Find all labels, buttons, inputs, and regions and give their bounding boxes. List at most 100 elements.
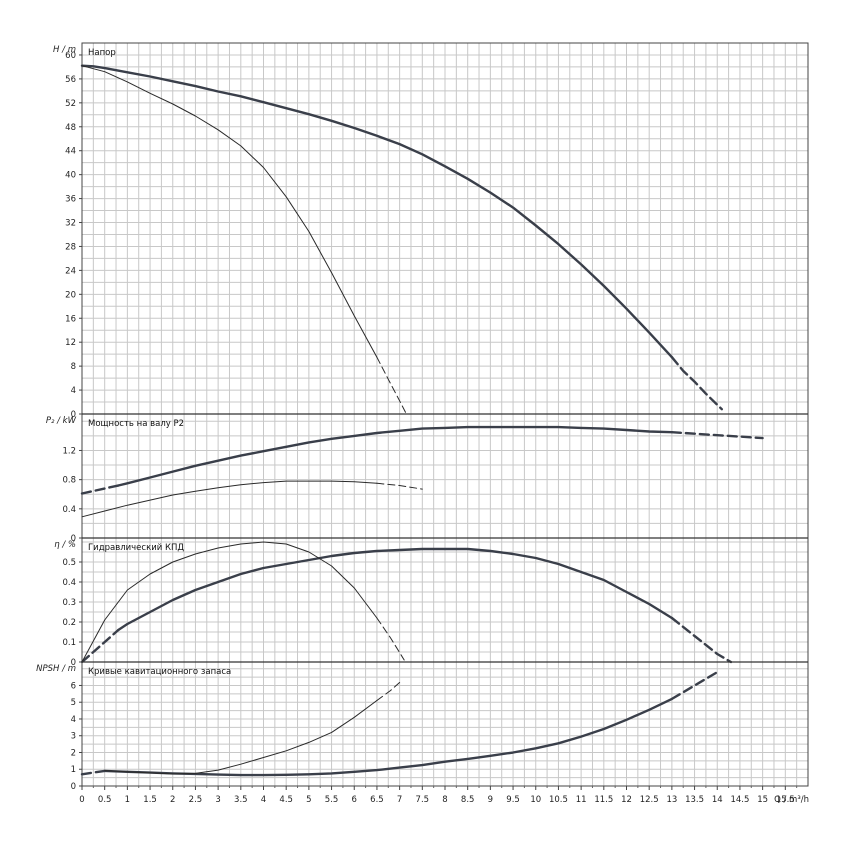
x-tick-label: 1.5 [143, 795, 157, 805]
y-tick-label: 60 [65, 51, 76, 61]
y-tick-label: 0.2 [62, 618, 76, 628]
y-tick-label: 28 [65, 242, 76, 252]
x-tick-label: 8 [442, 795, 447, 805]
series-line-npsh-3 [104, 700, 378, 775]
x-tick-label: 1 [125, 795, 130, 805]
y-tick-label: 0.1 [62, 638, 76, 648]
x-tick-label: 10.5 [549, 795, 568, 805]
x-tick-label: 7.5 [416, 795, 430, 805]
y-tick-label: 0.5 [62, 558, 76, 568]
x-tick-label: 6.5 [370, 795, 384, 805]
y-tick-label: 0 [71, 534, 76, 544]
x-axis: 0 0.5 1 1.5 2 2.5 3 3.5 4 4.5 5 5.5 6 6.5 7 7.5 8 8.5 9 9.5… [79, 786, 809, 805]
y-tick-label: 5 [71, 698, 76, 708]
y-tick-label: 36 [65, 195, 76, 205]
x-tick-label: 13 [666, 795, 677, 805]
x-tick-label: 10 [530, 795, 541, 805]
y-tick-label: 6 [71, 681, 76, 691]
x-tick-label: 0.5 [98, 795, 112, 805]
series-line-head-3 [376, 356, 407, 415]
x-tick-label: 9 [488, 795, 493, 805]
x-tick-label: 5 [306, 795, 311, 805]
y-tick-label: 0.8 [62, 476, 76, 486]
y-axis-label: P₂ / kW [46, 416, 77, 426]
x-tick-label: 2 [170, 795, 175, 805]
panel-title: Мощность на валу P2 [88, 419, 184, 429]
series-line-efficiency-0 [80, 628, 120, 664]
panel-power: 0 0.4 0.8 1.2 P₂ / kW Мощность на валу P2 [46, 413, 809, 544]
x-tick-label: 3 [215, 795, 220, 805]
series-line-efficiency-4 [376, 617, 405, 661]
x-tick-label: 4.5 [279, 795, 293, 805]
x-tick-label: 2.5 [189, 795, 203, 805]
y-axis-label: NPSH / m [36, 664, 76, 674]
x-tick-label: 11 [576, 795, 587, 805]
y-axis-label: η / % [54, 540, 76, 550]
x-tick-label: 14 [712, 795, 723, 805]
x-tick-label: 9.5 [506, 795, 520, 805]
y-tick-label: 44 [65, 147, 76, 157]
x-tick-label: 8.5 [461, 795, 475, 805]
series-line-power-1 [117, 425, 674, 487]
series-line-efficiency-1 [117, 547, 674, 632]
x-tick-label: 6 [352, 795, 357, 805]
y-tick-label: 40 [65, 171, 76, 181]
x-tick-label: 12 [621, 795, 632, 805]
series-line-npsh-1 [103, 697, 674, 777]
series-line-efficiency-3 [81, 541, 378, 663]
y-tick-label: 0.4 [62, 505, 76, 515]
y-tick-label: 48 [65, 123, 76, 133]
x-tick-label: 4 [261, 795, 266, 805]
x-tick-label: 15.5 [776, 795, 795, 805]
y-tick-label: 24 [65, 266, 76, 276]
x-axis-label: Q / m³/h [774, 795, 809, 805]
series-line-head-2 [81, 65, 378, 358]
series-line-npsh-0 [80, 769, 106, 776]
y-tick-label: 0.4 [62, 578, 76, 588]
y-tick-label: 8 [71, 362, 76, 372]
panel-title: Гидравлический КПД [88, 543, 184, 553]
y-tick-label: 12 [65, 338, 76, 348]
x-tick-label: 5.5 [325, 795, 339, 805]
y-tick-label: 0 [71, 410, 76, 420]
x-tick-label: 3.5 [234, 795, 248, 805]
series-line-head-1 [670, 356, 723, 411]
y-tick-label: 52 [65, 99, 76, 109]
y-tick-label: 4 [71, 386, 76, 396]
series-line-power-2 [670, 431, 764, 440]
series-line-efficiency-2 [670, 616, 733, 664]
panel-npsh: 0 1 2 3 4 5 6 NPSH / m Кривые кавитационного зап… [36, 661, 809, 792]
y-tick-label: 3 [71, 732, 76, 742]
x-tick-label: 13.5 [685, 795, 704, 805]
series-line-npsh-2 [670, 670, 719, 701]
y-tick-label: 32 [65, 219, 76, 229]
x-tick-label: 12.5 [640, 795, 659, 805]
panel-title: Кривые кавитационного запаса [88, 667, 231, 677]
y-tick-label: 2 [71, 748, 76, 758]
y-tick-label: 1 [71, 765, 76, 775]
series-line-head-0 [80, 64, 674, 359]
y-tick-label: 1.2 [62, 446, 76, 456]
y-tick-label: 4 [71, 715, 76, 725]
x-tick-label: 15 [757, 795, 768, 805]
x-tick-label: 7 [397, 795, 402, 805]
y-axis-label: H / m [53, 45, 76, 55]
x-tick-label: 11.5 [594, 795, 613, 805]
x-tick-label: 14.5 [730, 795, 749, 805]
y-tick-label: 20 [65, 290, 76, 300]
y-tick-label: 0 [71, 782, 76, 792]
series-line-power-3 [81, 480, 378, 518]
panel-efficiency: 0 0.1 0.2 0.3 0.4 0.5 η / % Гидравлический КПД [54, 537, 809, 668]
series-line-power-0 [80, 484, 120, 495]
y-tick-label: 16 [65, 314, 76, 324]
y-tick-label: 0 [71, 658, 76, 668]
y-tick-label: 56 [65, 75, 76, 85]
panel-title: Напор [88, 48, 116, 58]
series-line-npsh-4 [376, 679, 403, 701]
series-line-power-4 [376, 482, 423, 490]
x-tick-label: 0 [79, 795, 84, 805]
y-tick-label: 0.3 [62, 598, 76, 608]
